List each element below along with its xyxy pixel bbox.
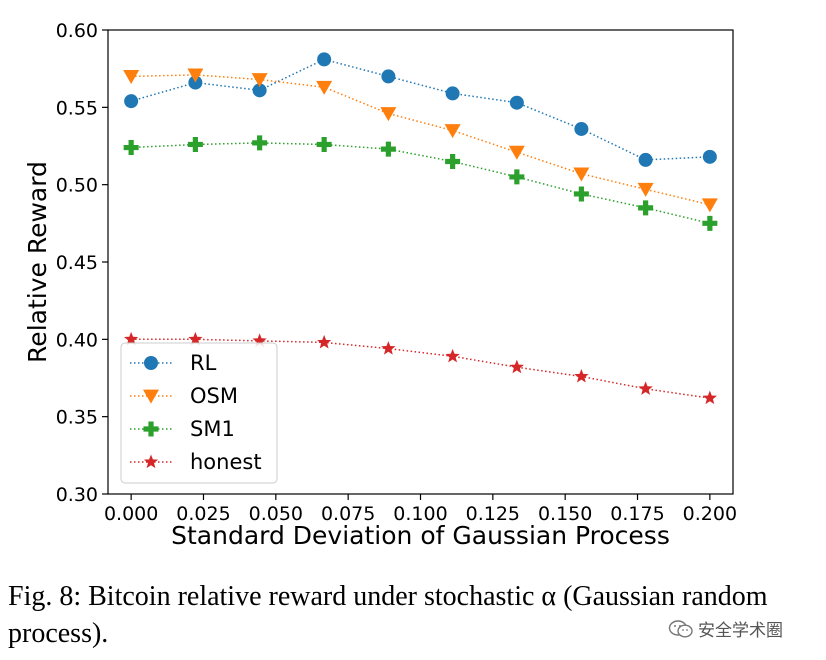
y-axis-title: Relative Reward bbox=[23, 161, 52, 363]
y-tick-label: 0.35 bbox=[56, 407, 98, 429]
legend-label-sm1: SM1 bbox=[190, 417, 235, 441]
data-point-osm bbox=[508, 145, 525, 160]
data-point-osm bbox=[316, 80, 333, 95]
data-point-rl bbox=[381, 69, 396, 84]
y-tick-label: 0.55 bbox=[56, 97, 98, 119]
x-tick-label: 0.075 bbox=[321, 503, 375, 525]
data-point-sm1 bbox=[187, 136, 203, 152]
data-point-osm bbox=[444, 124, 461, 139]
data-point-osm bbox=[187, 68, 204, 83]
x-tick-label: 0.100 bbox=[393, 503, 447, 525]
data-point-osm bbox=[251, 73, 268, 88]
data-point-sm1 bbox=[509, 169, 525, 185]
x-tick-label: 0.125 bbox=[466, 503, 520, 525]
data-point-osm bbox=[380, 107, 397, 122]
data-point-rl bbox=[445, 86, 460, 101]
legend-marker-honest bbox=[143, 454, 159, 469]
legend: RL OSM SM1 honest bbox=[120, 342, 278, 484]
legend-box bbox=[120, 342, 278, 484]
series-line-osm bbox=[131, 74, 711, 206]
watermark: 安全学术圈 bbox=[668, 616, 783, 641]
data-point-osm bbox=[573, 167, 590, 182]
x-tick-label: 0.050 bbox=[249, 503, 303, 525]
legend-label-osm: OSM bbox=[190, 384, 238, 408]
series-line-rl bbox=[130, 58, 710, 161]
chart: 0.000 0.025 0.050 0.075 0.100 0.125 0.150 0.175… bbox=[23, 20, 737, 550]
data-point-honest bbox=[252, 333, 267, 347]
figure-caption: Fig. 8: Bitcoin relative reward under st… bbox=[8, 578, 820, 652]
data-point-sm1 bbox=[316, 136, 332, 152]
data-point-rl bbox=[252, 83, 267, 98]
legend-label-honest: honest bbox=[190, 450, 262, 474]
data-point-osm bbox=[701, 198, 718, 213]
data-point-sm1 bbox=[252, 135, 268, 151]
data-point-honest bbox=[574, 368, 589, 383]
data-point-rl bbox=[188, 75, 203, 90]
y-tick-label: 0.40 bbox=[56, 329, 98, 351]
data-point-honest bbox=[124, 331, 139, 346]
y-tick-label: 0.50 bbox=[56, 175, 98, 197]
data-point-sm1 bbox=[380, 141, 396, 157]
data-point-honest bbox=[188, 331, 203, 346]
legend-marker-rl bbox=[144, 356, 158, 370]
x-tick-label: 0.025 bbox=[176, 503, 230, 525]
series-line-sm1 bbox=[131, 142, 711, 225]
legend-label-rl: RL bbox=[190, 351, 217, 375]
y-tick-label: 0.30 bbox=[56, 484, 98, 506]
series-line-honest bbox=[131, 338, 711, 399]
data-point-rl bbox=[638, 152, 653, 167]
data-point-honest bbox=[702, 390, 717, 405]
legend-marker-sm1 bbox=[143, 421, 159, 437]
legend-marker-osm bbox=[143, 389, 159, 404]
data-point-honest bbox=[638, 381, 653, 395]
data-point-osm bbox=[123, 70, 140, 84]
data-point-rl bbox=[509, 95, 524, 110]
data-point-sm1 bbox=[123, 140, 139, 156]
x-tick-label: 0.000 bbox=[104, 503, 158, 525]
data-point-honest bbox=[445, 348, 460, 363]
wechat-icon bbox=[668, 619, 693, 638]
data-point-osm bbox=[637, 182, 654, 197]
data-point-rl bbox=[317, 52, 332, 67]
data-point-rl bbox=[574, 121, 589, 136]
data-point-rl bbox=[124, 94, 139, 109]
data-point-honest bbox=[381, 341, 396, 355]
x-axis-title: Standard Deviation of Gaussian Process bbox=[171, 521, 670, 550]
data-point-sm1 bbox=[445, 153, 461, 169]
data-point-rl bbox=[702, 149, 717, 164]
data-point-sm1 bbox=[573, 186, 589, 202]
watermark-text: 安全学术圈 bbox=[698, 621, 783, 641]
x-tick-label: 0.175 bbox=[610, 503, 664, 525]
x-tick-label: 0.150 bbox=[538, 503, 592, 525]
plot-area: 0.000 0.025 0.050 0.075 0.100 0.125 0.150 0.175… bbox=[23, 20, 737, 550]
y-tick-label: 0.60 bbox=[56, 20, 98, 42]
caption-text: Fig. 8: Bitcoin relative reward under st… bbox=[8, 581, 768, 649]
x-tick-label: 0.200 bbox=[683, 503, 737, 525]
data-point-honest bbox=[317, 334, 332, 349]
data-point-honest bbox=[509, 359, 524, 374]
data-point-sm1 bbox=[702, 215, 718, 231]
data-point-sm1 bbox=[638, 200, 654, 216]
y-tick-label: 0.45 bbox=[56, 252, 98, 274]
